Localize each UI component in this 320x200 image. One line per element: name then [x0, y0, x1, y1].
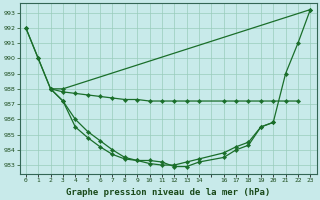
- X-axis label: Graphe pression niveau de la mer (hPa): Graphe pression niveau de la mer (hPa): [66, 188, 270, 197]
